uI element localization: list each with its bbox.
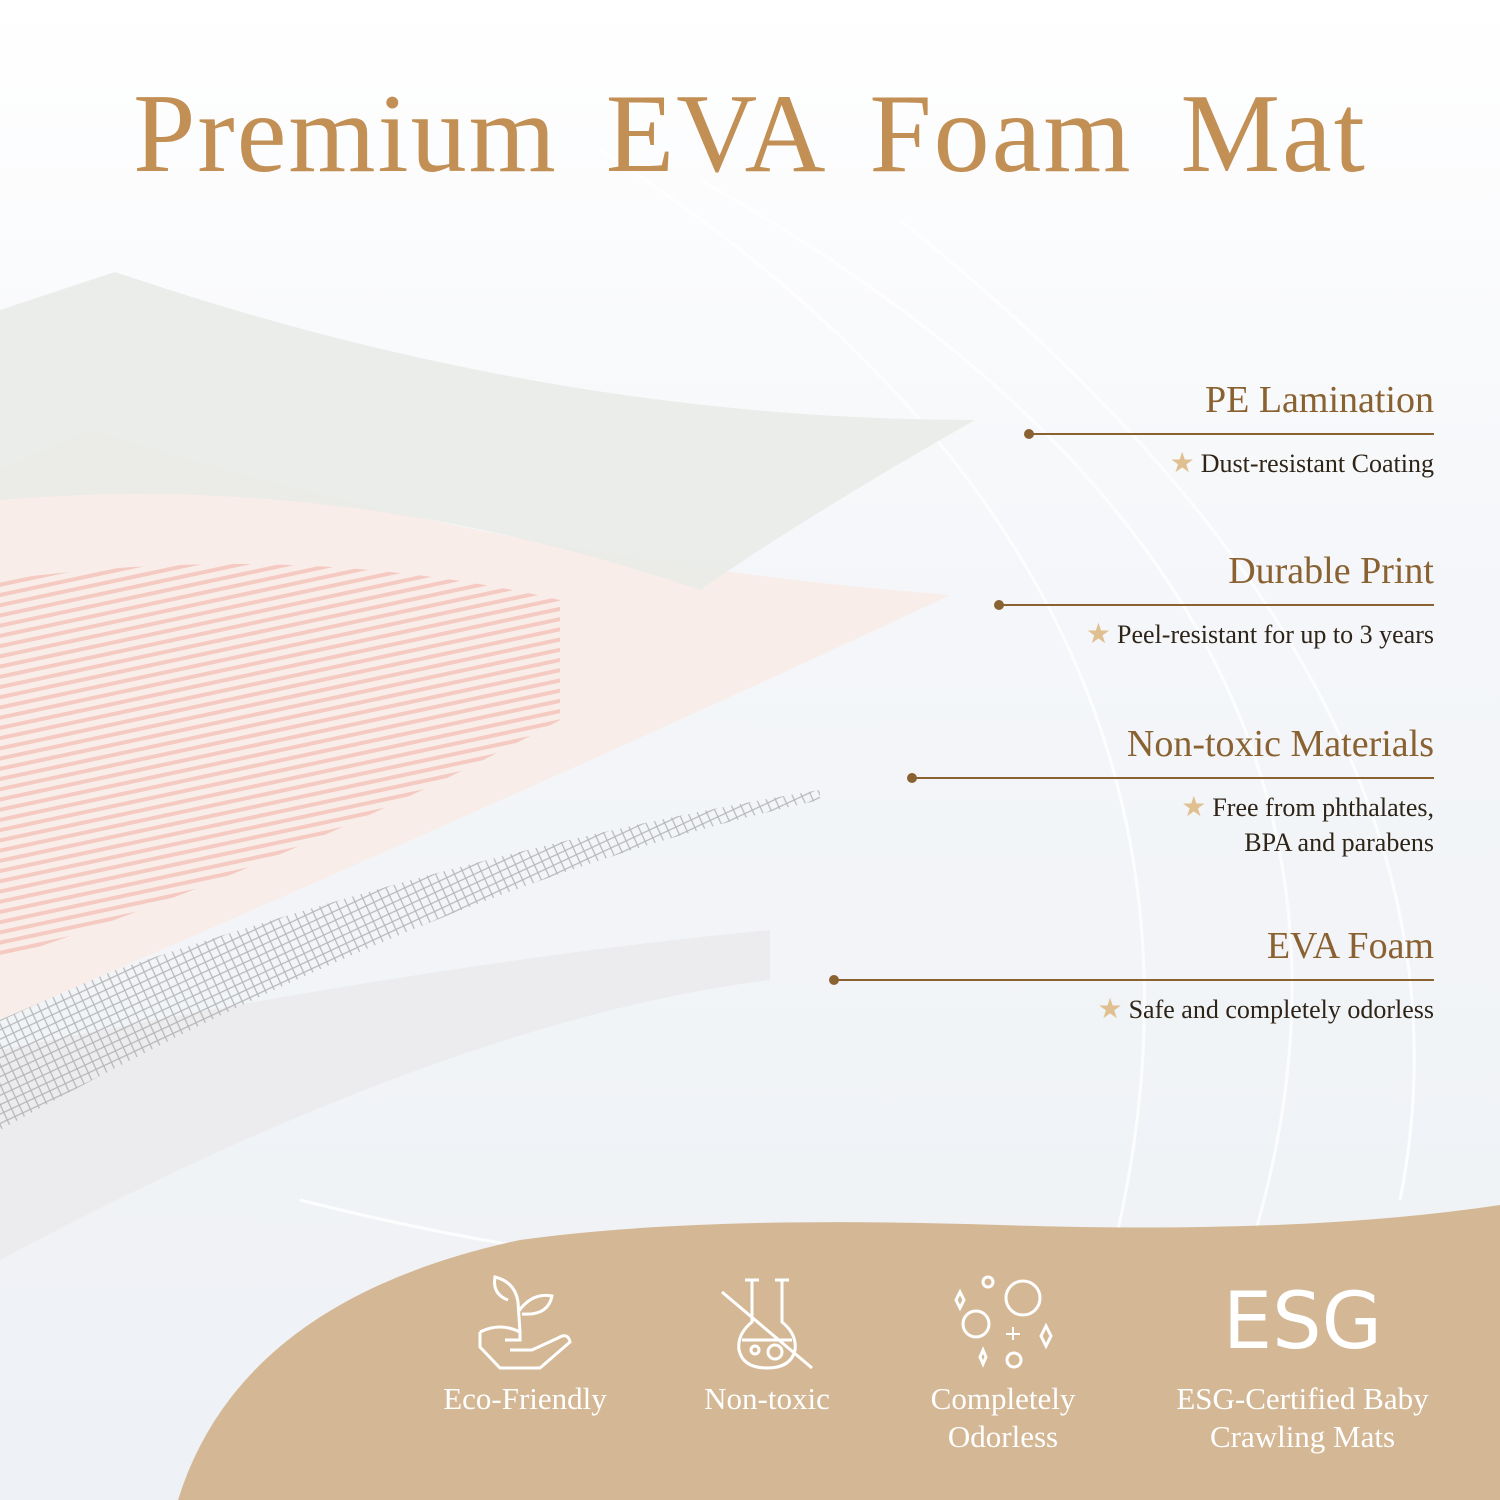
leader-line	[994, 600, 1434, 610]
badge-label: Crawling Mats	[1209, 1419, 1396, 1454]
leader-line	[1024, 429, 1434, 439]
feature-pe-lamination: PE Lamination ★ Dust-resistant Coating	[1024, 378, 1434, 479]
badge-label: ESG-Certified Baby	[1176, 1381, 1429, 1416]
feature-desc: Safe and completely odorless	[1128, 995, 1434, 1024]
mesh-layer	[0, 790, 820, 1130]
star-icon: ★	[1085, 619, 1112, 650]
page-title: Premium EVA Foam Mat	[133, 72, 1367, 196]
feature-desc: Peel-resistant for up to 3 years	[1117, 620, 1434, 649]
badge-odorless: Completely Odorless	[873, 1272, 1133, 1456]
badge-label: Non-toxic	[704, 1381, 830, 1416]
plant-in-hand-icon	[478, 1275, 572, 1370]
star-icon: ★	[1181, 792, 1207, 823]
feature-desc: BPA and parabens	[1244, 828, 1434, 857]
leader-dot	[907, 773, 917, 783]
badge-label: Completely	[930, 1381, 1076, 1416]
feature-heading: PE Lamination	[1204, 379, 1434, 421]
leader-dot	[829, 975, 839, 985]
badge-esg-certified: ESG ESG-Certified Baby Crawling Mats	[1170, 1272, 1435, 1456]
feature-heading: Durable Print	[1228, 550, 1434, 592]
badge-label: Eco-Friendly	[443, 1381, 607, 1416]
eva-foam-layer	[0, 930, 770, 1260]
feature-desc: Dust-resistant Coating	[1200, 449, 1434, 478]
feature-heading: EVA Foam	[1266, 925, 1434, 967]
esg-icon: ESG	[1222, 1277, 1383, 1367]
leader-dot	[994, 600, 1004, 610]
badge-non-toxic: Non-toxic	[637, 1272, 897, 1418]
feature-heading: Non-toxic Materials	[1126, 723, 1434, 765]
star-icon: ★	[1169, 448, 1195, 479]
feature-durable-print: Durable Print ★ Peel-resistant for up to …	[994, 549, 1434, 650]
badge-eco-friendly: Eco-Friendly	[395, 1272, 655, 1418]
feature-non-toxic-materials: Non-toxic Materials ★ Free from phthalate…	[907, 722, 1434, 857]
leader-line	[907, 773, 1434, 783]
pe-lamination-layer	[0, 272, 975, 590]
bubbles-sparkle-icon	[954, 1275, 1053, 1369]
crossed-flask-icon	[721, 1278, 813, 1370]
feature-eva-foam: EVA Foam ★ Safe and completely odorless	[829, 924, 1434, 1025]
badge-label: Odorless	[947, 1419, 1059, 1454]
feature-desc: Free from phthalates,	[1212, 793, 1434, 822]
leader-dot	[1024, 429, 1034, 439]
leader-line	[829, 975, 1434, 985]
star-icon: ★	[1097, 994, 1123, 1025]
